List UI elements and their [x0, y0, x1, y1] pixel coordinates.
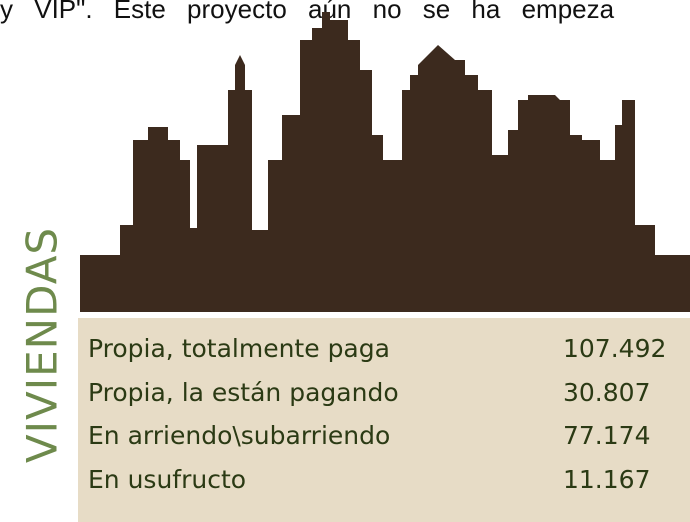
row-value: 11.167	[563, 465, 650, 494]
table-row: En arriendo\subarriendo 77.174	[88, 421, 690, 461]
skyline	[0, 0, 690, 318]
vertical-title: VIVIENDAS	[18, 227, 67, 463]
table-row: En usufructo 11.167	[88, 465, 690, 505]
table-row: Propia, la están pagando 30.807	[88, 378, 690, 418]
row-label: Propia, la están pagando	[88, 378, 399, 407]
table: Propia, totalmente paga 107.492 Propia, la…	[78, 318, 690, 522]
row-label: Propia, totalmente paga	[88, 334, 390, 363]
skyline-silhouette	[80, 12, 690, 312]
infographic: y VIP". Este proyecto aún no se ha empez…	[0, 0, 690, 522]
row-value: 30.807	[563, 378, 650, 407]
row-value: 107.492	[563, 334, 666, 363]
row-value: 77.174	[563, 421, 650, 450]
row-label: En usufructo	[88, 465, 246, 494]
table-row: Propia, totalmente paga 107.492	[88, 334, 690, 374]
row-label: En arriendo\subarriendo	[88, 421, 390, 450]
